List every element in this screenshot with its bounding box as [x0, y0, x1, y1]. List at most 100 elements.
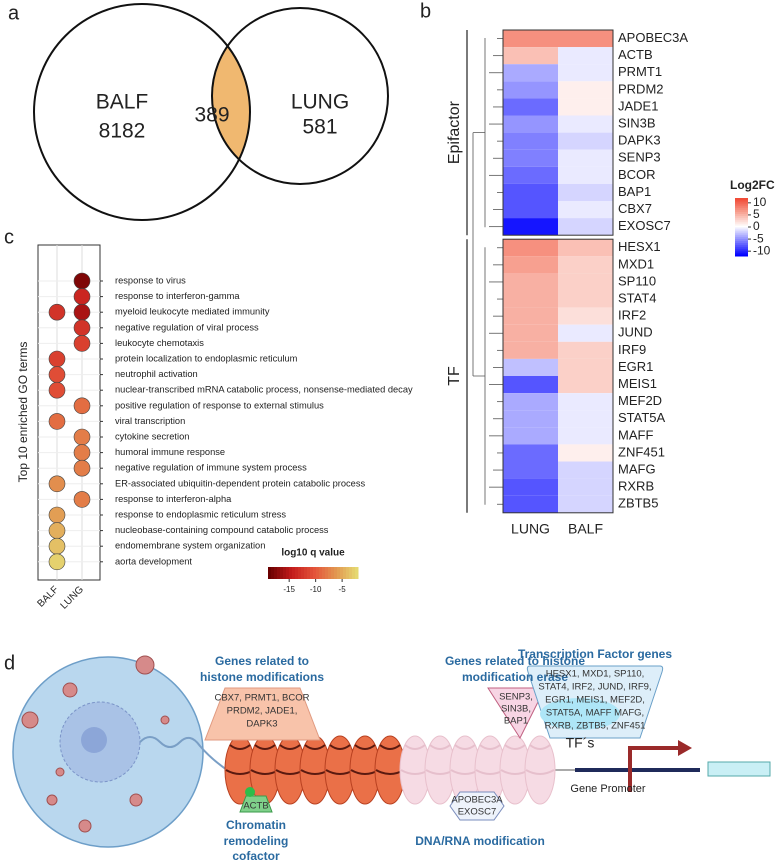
- colorbar-step: [331, 567, 335, 579]
- term-label: response to interferon-gamma: [115, 291, 240, 301]
- heatmap-cell: [558, 183, 613, 201]
- dot: [73, 397, 91, 415]
- gene-label: EGR1: [618, 359, 653, 374]
- gene-label: PRMT1: [618, 64, 662, 79]
- heatmap-cell: [558, 495, 613, 513]
- panel-label: c: [4, 226, 14, 248]
- gene-label: MEF2D: [618, 393, 662, 408]
- gene-list: STAT4, IRF2, JUND, IRF9,: [538, 682, 651, 693]
- panel-label: a: [8, 2, 20, 24]
- gene-label: STAT5A: [618, 410, 666, 425]
- colorbar-step: [735, 246, 748, 249]
- gene-label: MXD1: [618, 256, 654, 271]
- gene-label: MEIS1: [618, 376, 657, 391]
- heatmap-cell: [503, 47, 558, 65]
- colorbar-step: [735, 228, 748, 232]
- colorbar-step: [735, 199, 748, 203]
- gene-list: EXOSC7: [458, 807, 497, 818]
- heatmap-cell: [503, 81, 558, 99]
- column-label: LUNG: [511, 521, 550, 537]
- term-label: ER-associated ubiquitin-dependent protei…: [115, 478, 365, 488]
- heatmap-cell: [558, 218, 613, 236]
- colorbar-step: [328, 567, 332, 579]
- colorbar-step: [349, 567, 353, 579]
- gene-label: EXOSC7: [618, 218, 671, 233]
- legend-tick-label: -5: [339, 585, 347, 594]
- colorbar-step: [325, 567, 329, 579]
- heatmap-cell: [558, 64, 613, 82]
- tfs-pill: [540, 698, 620, 730]
- promoter-label: Gene Promoter: [570, 783, 646, 795]
- gene-label: ZBTB5: [618, 496, 658, 511]
- nucleolus: [81, 727, 107, 753]
- legend-tick-label: -10: [753, 243, 771, 257]
- heatmap-cell: [503, 183, 558, 201]
- heatmap-cell: [503, 64, 558, 82]
- colorbar-step: [322, 567, 326, 579]
- colorbar-step: [277, 567, 281, 579]
- legend-title: Log2FC: [730, 178, 775, 192]
- term-label: response to endoplasmic reticulum stress: [115, 509, 286, 519]
- term-label: nucleobase-containing compound catabolic…: [115, 525, 329, 535]
- colorbar-step: [301, 567, 305, 579]
- colorbar-step: [735, 236, 748, 240]
- dot: [73, 288, 91, 305]
- dot: [48, 350, 66, 368]
- dot: [48, 381, 66, 399]
- colorbar-step: [735, 252, 748, 255]
- heatmap-cell: [558, 376, 613, 394]
- venn-count: 8182: [99, 120, 146, 143]
- term-label: leukocyte chemotaxis: [115, 338, 204, 348]
- colorbar-step: [735, 232, 748, 236]
- heatmap-cell: [558, 30, 613, 48]
- heatmap-cell: [558, 98, 613, 116]
- diagram-title: histone modifications: [200, 670, 324, 684]
- heatmap-cell: [503, 358, 558, 376]
- diagram-title: cofactor: [232, 849, 280, 863]
- dot: [73, 319, 91, 337]
- term-label: endomembrane system organization: [115, 541, 265, 551]
- heatmap-cell: [558, 461, 613, 479]
- colorbar-step: [735, 238, 748, 242]
- colorbar-step: [292, 567, 296, 579]
- term-label: negative regulation of immune system pro…: [115, 463, 307, 473]
- term-label: protein localization to endoplasmic reti…: [115, 353, 298, 363]
- heatmap-cell: [503, 115, 558, 133]
- gene-label: JADE1: [618, 98, 658, 113]
- colorbar-step: [735, 217, 748, 220]
- diagram-title: Genes related to histone: [445, 654, 585, 668]
- heatmap-cell: [558, 132, 613, 150]
- heatmap-cell: [558, 307, 613, 325]
- colorbar-step: [735, 209, 748, 213]
- gene-label: ACTB: [618, 47, 653, 62]
- gene-list: DAPK3: [246, 719, 277, 730]
- dot: [73, 335, 91, 352]
- colorbar-step: [735, 248, 748, 251]
- colorbar-step: [735, 223, 748, 226]
- diagram: Genes related to histone modifications C…: [12, 647, 771, 863]
- diagram-title: Chromatin: [226, 818, 286, 832]
- heatmap-cell: [558, 81, 613, 99]
- nucleosome: [524, 735, 556, 805]
- gene-label: PRDM2: [618, 81, 664, 96]
- panel-label: d: [4, 652, 15, 674]
- venn-count: 581: [302, 116, 337, 139]
- colorbar-step: [316, 567, 320, 579]
- dendrogram: [473, 38, 486, 228]
- heatmap-cell: [503, 324, 558, 342]
- dot: [73, 272, 91, 290]
- colorbar-step: [340, 567, 344, 579]
- heatmap-cell: [503, 273, 558, 291]
- dot: [73, 444, 91, 461]
- colorbar-step: [735, 198, 748, 201]
- heatmap-cell: [503, 149, 558, 167]
- gene-list: APOBEC3A: [451, 795, 503, 806]
- dot: [48, 522, 66, 539]
- heatmap-cell: [503, 376, 558, 394]
- heatmap-cell: [558, 47, 613, 65]
- gene-list: BAP1: [504, 716, 528, 727]
- colorbar-step: [355, 567, 359, 579]
- dot: [48, 303, 66, 321]
- heatmap-cell: [503, 427, 558, 445]
- term-label: negative regulation of viral process: [115, 322, 259, 332]
